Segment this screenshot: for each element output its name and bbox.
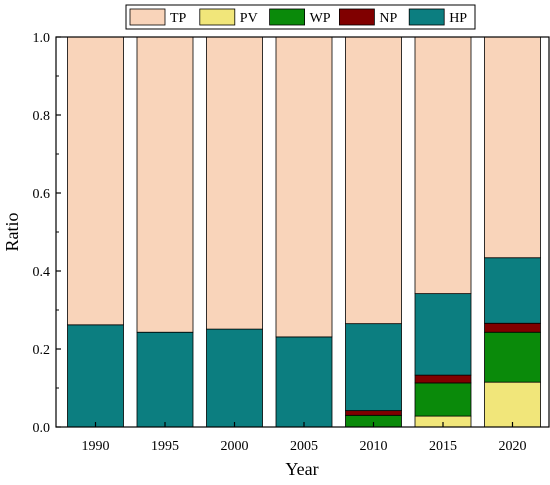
bar-2020-tp (484, 36, 541, 259)
bar-2005-tp (275, 36, 333, 338)
bar-1990-tp (67, 36, 124, 326)
bars-layer (67, 36, 541, 428)
legend-swatch-wp (269, 8, 306, 26)
bar-1995-tp (136, 36, 194, 333)
bar-2020-hp (484, 257, 541, 324)
bar-2010-tp (345, 36, 402, 325)
y-tick-label: 0.6 (33, 187, 51, 202)
bar-2015-tp (414, 36, 472, 295)
legend-swatch-pv (199, 8, 236, 26)
bar-2015-hp (414, 293, 472, 376)
legend-label-wp: WP (310, 11, 331, 26)
y-tick-label: 1.0 (33, 31, 51, 46)
legend: TP PV WP NP HP (125, 4, 476, 30)
bar-2010-np (345, 410, 402, 416)
x-tick-label: 2005 (290, 439, 318, 454)
y-tick-label: 0.0 (33, 421, 51, 436)
x-axis-title: Year (285, 459, 318, 479)
bar-2000-hp (206, 328, 263, 428)
y-axis-title: Ratio (2, 213, 22, 252)
x-tick-label: 1990 (82, 439, 110, 454)
y-tick-label: 0.8 (33, 109, 51, 124)
legend-label-pv: PV (240, 11, 258, 26)
bar-2020-np (484, 322, 541, 333)
legend-swatch-hp (408, 8, 445, 26)
bar-1990-hp (67, 324, 124, 428)
x-tick-label: 2010 (360, 439, 388, 454)
bar-2005-hp (275, 336, 333, 428)
axes-layer: 0.0 0.2 0.4 0.6 0.8 1.0 1990 1995 2000 2005 2010 20… (33, 31, 550, 454)
bar-2015-np (414, 374, 472, 384)
y-tick-label: 0.2 (33, 343, 51, 358)
legend-swatch-np (338, 8, 375, 26)
legend-label-hp: HP (449, 11, 467, 26)
bar-2015-wp (414, 382, 472, 417)
bar-1995-hp (136, 331, 194, 428)
x-tick-label: 2015 (429, 439, 457, 454)
bar-2020-pv (484, 381, 541, 428)
x-tick-label: 1995 (151, 439, 179, 454)
legend-label-tp: TP (170, 11, 187, 26)
legend-swatch-tp (129, 8, 166, 26)
x-tick-label: 2020 (499, 439, 527, 454)
y-tick-label: 0.4 (33, 265, 51, 280)
legend-label-np: NP (379, 11, 397, 26)
bar-2010-hp (345, 323, 402, 412)
bar-2000-tp (206, 36, 263, 330)
bar-2020-wp (484, 331, 541, 383)
x-tick-label: 2000 (221, 439, 249, 454)
